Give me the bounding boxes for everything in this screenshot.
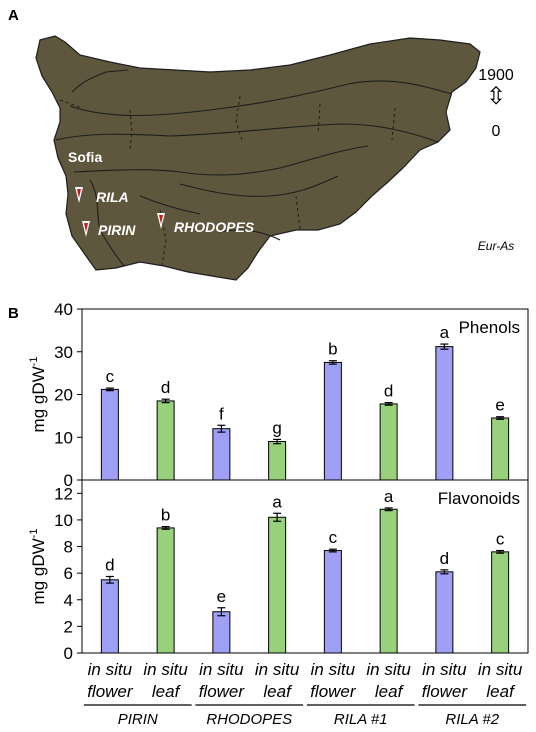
flavonoids-bar — [156, 527, 175, 654]
category-label-line1: in situ — [199, 660, 244, 679]
panel-b-label: B — [8, 305, 19, 322]
flavonoids-significance-letter: a — [384, 487, 394, 506]
phenols-significance-letter: d — [384, 382, 393, 401]
elevation-arrow-icon: ⇳ — [486, 83, 506, 110]
phenols-bar — [212, 428, 231, 481]
category-label-line2: leaf — [486, 682, 516, 701]
category-label-line2: leaf — [375, 682, 405, 701]
elevation-min: 0 — [492, 123, 501, 140]
group-label: RILA #1 — [334, 711, 388, 728]
site-label-pirin: PIRIN — [98, 222, 136, 238]
map-ranges — [55, 69, 453, 267]
category-label-line2: leaf — [263, 682, 293, 701]
phenols-ytick-label: 20 — [54, 386, 73, 405]
phenols-bar — [323, 361, 342, 481]
city-sofia: Sofia — [68, 149, 102, 165]
category-label-line2: flower — [199, 682, 246, 701]
group-label: PIRIN — [118, 711, 158, 728]
flavonoids-ylabel: mg gDW-1 — [28, 529, 48, 605]
phenols-significance-letter: g — [272, 418, 281, 437]
flavonoids-bar — [379, 508, 398, 654]
site-label-rhodopes: RHODOPES — [174, 219, 255, 235]
bar-charts: 0 10 20 30 40 mg gDW-1 Phenols c d f g b d a e 0 2 4 6 8 10 1… — [28, 300, 529, 728]
phenols-ytick-label: 0 — [64, 471, 73, 490]
flavonoids-bar — [212, 611, 231, 654]
site-marker-rhodopes — [157, 213, 165, 229]
flavonoids-ytick-label: 4 — [64, 591, 73, 610]
flavonoids-ytick-label: 12 — [54, 484, 73, 503]
bulgaria-map: Sofia RILA PIRIN RHODOPES — [35, 35, 481, 281]
panel-a-label: A — [8, 7, 19, 24]
flavonoids-bar — [323, 550, 342, 654]
phenols-ytick-label: 10 — [54, 428, 73, 447]
flavonoids-bar — [100, 579, 119, 654]
category-label-line2: flower — [310, 682, 357, 701]
category-label-line2: leaf — [152, 682, 182, 701]
flavonoids-ytick-label: 2 — [64, 617, 73, 636]
phenols-bar — [491, 417, 510, 481]
category-label-line2: flower — [422, 682, 469, 701]
phenols-significance-letter: e — [495, 396, 504, 415]
flavonoids-ytick-label: 8 — [64, 538, 73, 557]
phenols-ytick-label: 30 — [54, 343, 73, 362]
flavonoids-significance-letter: c — [496, 530, 505, 549]
phenols-bar — [156, 400, 175, 481]
category-label-line1: in situ — [311, 660, 356, 679]
flavonoids-significance-letter: e — [217, 587, 226, 606]
group-label: RHODOPES — [206, 711, 292, 728]
phenols-bar — [435, 346, 454, 481]
category-label-line1: in situ — [255, 660, 300, 679]
flavonoids-ytick-label: 0 — [64, 644, 73, 663]
flavonoids-ytick-label: 6 — [64, 564, 73, 583]
plot-frame — [81, 308, 529, 654]
flavonoids-ytick-label: 10 — [54, 511, 73, 530]
category-label-line1: in situ — [88, 660, 133, 679]
site-marker-rila — [75, 187, 83, 203]
group-label: RILA #2 — [445, 711, 499, 728]
map-borders — [59, 95, 396, 266]
flavonoids-bar — [435, 571, 454, 654]
flavonoids-bar — [491, 551, 510, 654]
phenols-significance-letter: c — [106, 367, 115, 386]
phenols-bar — [268, 441, 287, 481]
phenols-significance-letter: d — [161, 378, 170, 397]
site-label-rila: RILA — [96, 189, 129, 205]
elevation-max: 1900 — [478, 67, 514, 84]
region-label: Eur-As — [478, 239, 514, 253]
phenols-title: Phenols — [459, 318, 520, 337]
phenols-bar — [379, 403, 398, 481]
site-marker-pirin — [82, 221, 90, 237]
category-label-line1: in situ — [143, 660, 188, 679]
category-label-line1: in situ — [422, 660, 467, 679]
flavonoids-significance-letter: d — [105, 555, 114, 574]
phenols-significance-letter: a — [440, 323, 450, 342]
category-label-line1: in situ — [366, 660, 411, 679]
flavonoids-title: Flavonoids — [438, 489, 520, 508]
map-land — [35, 35, 481, 281]
category-label-line2: flower — [87, 682, 134, 701]
flavonoids-significance-letter: b — [161, 506, 170, 525]
flavonoids-significance-letter: c — [329, 528, 338, 547]
phenols-significance-letter: b — [328, 340, 337, 359]
flavonoids-bar — [268, 516, 287, 654]
phenols-ylabel: mg gDW-1 — [28, 357, 48, 433]
phenols-significance-letter: f — [219, 404, 224, 423]
phenols-bar — [100, 388, 119, 481]
flavonoids-significance-letter: d — [440, 549, 449, 568]
flavonoids-significance-letter: a — [272, 492, 282, 511]
phenols-ytick-label: 40 — [54, 300, 73, 319]
category-label-line1: in situ — [478, 660, 523, 679]
